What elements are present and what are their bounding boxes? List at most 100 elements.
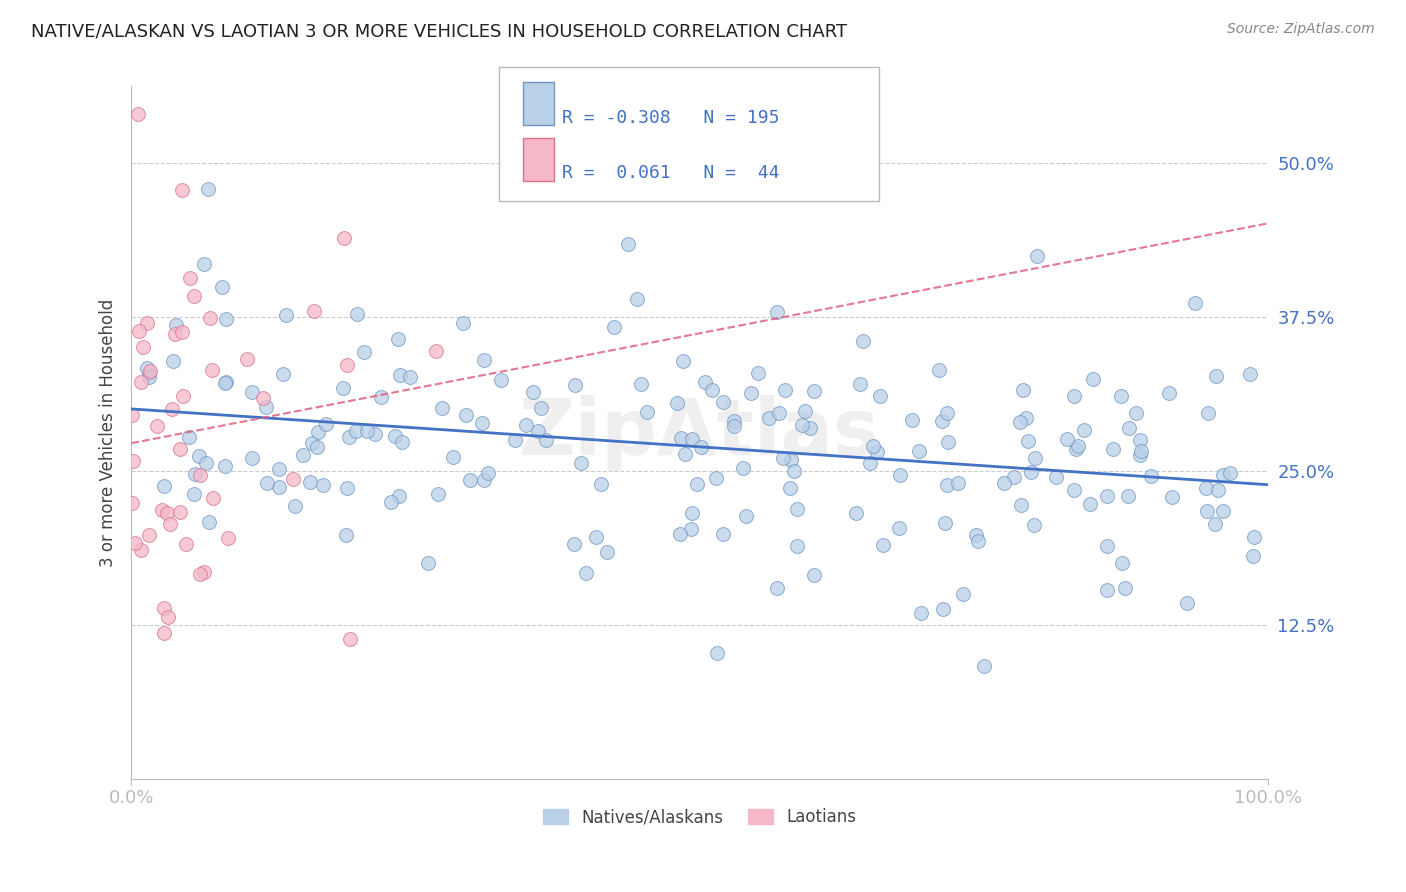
Point [946,475,969,490]
Point [1195,504,1218,518]
Point [910,606,932,620]
Point [240,385,263,400]
Point [335,527,357,541]
Point [425,344,447,359]
Point [530,401,553,415]
Point [121,496,143,510]
Point [1125,406,1147,420]
Point [1045,470,1067,484]
Point [965,528,987,542]
Point [131,543,153,558]
Point [1129,433,1152,447]
Point [165,327,187,342]
Point [174,537,197,551]
Point [391,434,413,449]
Point [215,375,238,389]
Point [1083,372,1105,386]
Point [931,414,953,428]
Point [758,411,780,425]
Point [681,433,703,447]
Point [1114,582,1136,596]
Point [346,307,368,321]
Point [775,383,797,397]
Point [675,447,697,461]
Text: R = -0.308   N = 195: R = -0.308 N = 195 [562,109,780,128]
Point [146,418,169,433]
Point [1116,489,1139,503]
Point [1118,421,1140,435]
Point [790,417,813,432]
Point [190,566,212,581]
Point [124,535,146,549]
Point [193,257,215,271]
Point [159,517,181,532]
Point [503,434,526,448]
Point [575,566,598,581]
Point [889,468,911,483]
Point [1026,249,1049,263]
Point [138,528,160,542]
Point [267,462,290,476]
Text: R =  0.061   N =  44: R = 0.061 N = 44 [562,163,780,181]
Point [786,502,808,516]
Point [1206,483,1229,497]
Point [1014,411,1036,425]
Point [200,311,222,326]
Point [803,384,825,399]
Point [1204,517,1226,532]
Point [240,450,263,465]
Point [333,231,356,245]
Point [283,472,305,486]
Point [169,505,191,519]
Point [472,352,495,367]
Point [236,352,259,367]
Point [162,402,184,417]
Point [596,545,619,559]
Point [1129,448,1152,462]
Point [665,396,688,410]
Point [157,610,180,624]
Point [786,539,808,553]
Point [562,537,585,551]
Point [1010,498,1032,512]
Point [284,499,307,513]
Point [453,316,475,330]
Point [1161,491,1184,505]
Point [848,377,870,392]
Point [617,237,640,252]
Point [153,626,176,640]
Text: ZipAtlas: ZipAtlas [519,394,880,471]
Point [170,183,193,197]
Point [723,418,745,433]
Y-axis label: 3 or more Vehicles in Household: 3 or more Vehicles in Household [100,299,117,566]
Point [298,475,321,489]
Point [1095,582,1118,597]
Point [569,457,592,471]
Point [1097,539,1119,553]
Point [803,567,825,582]
Point [1008,415,1031,429]
Point [866,444,889,458]
Point [928,362,950,376]
Point [630,376,652,391]
Point [780,452,803,467]
Point [936,406,959,420]
Point [704,471,727,485]
Point [256,476,278,491]
Point [384,429,406,443]
Point [172,325,194,339]
Point [441,450,464,464]
Point [426,487,449,501]
Point [356,424,378,438]
Point [1102,442,1125,456]
Point [136,316,159,330]
Point [1175,596,1198,610]
Point [1017,434,1039,448]
Text: NATIVE/ALASKAN VS LAOTIAN 3 OR MORE VEHICLES IN HOUSEHOLD CORRELATION CHART: NATIVE/ALASKAN VS LAOTIAN 3 OR MORE VEHI… [31,22,846,40]
Point [952,587,974,601]
Point [711,527,734,541]
Point [768,406,790,420]
Point [194,456,217,470]
Point [387,332,409,346]
Point [799,420,821,434]
